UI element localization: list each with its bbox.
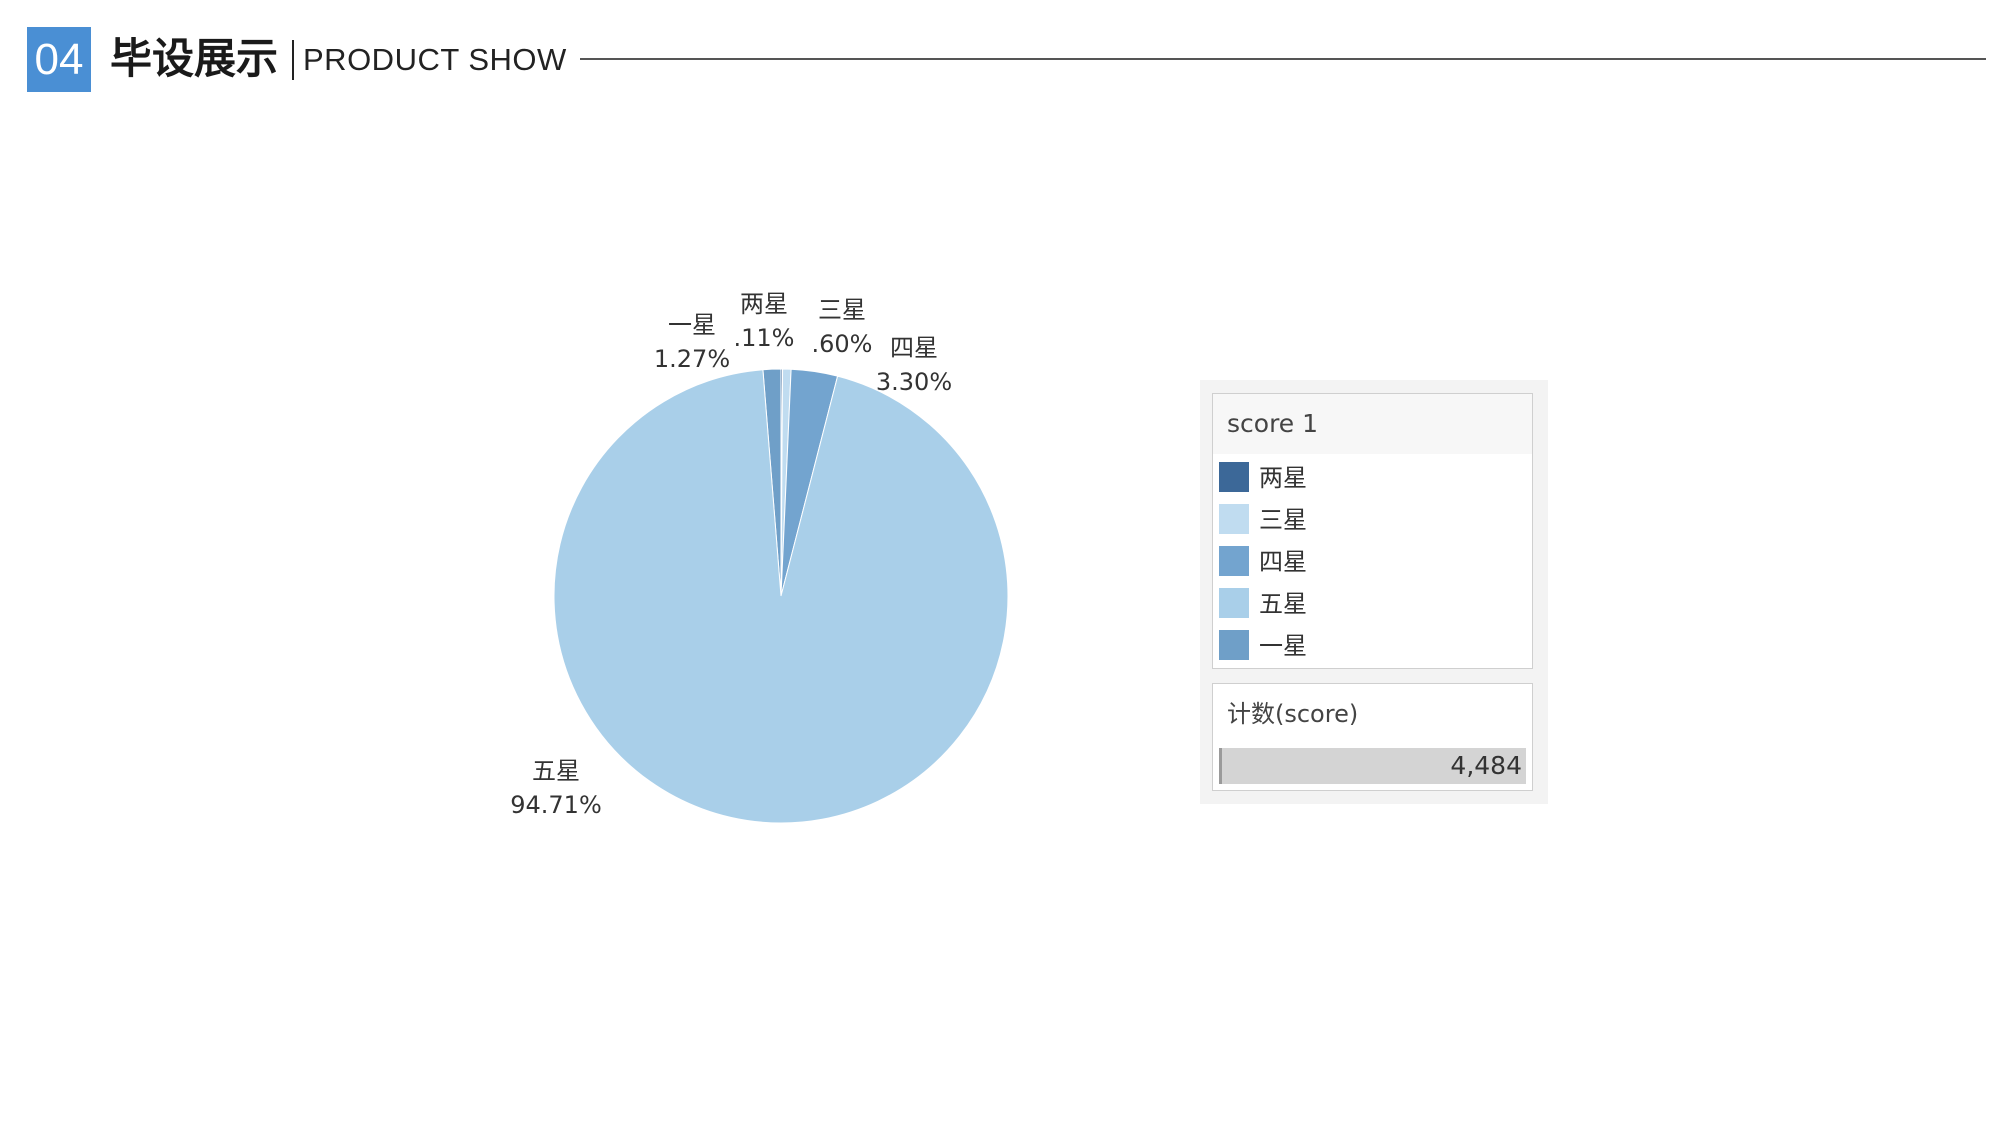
slice-percent-label: 1.27% (654, 345, 730, 373)
slice-name-label: 两星 (740, 290, 788, 318)
legend-title: score 1 (1213, 394, 1532, 454)
slice-name-label: 三星 (818, 296, 866, 324)
count-card: 计数(score) 4,484 (1212, 683, 1533, 791)
slice-name-label: 一星 (668, 311, 716, 339)
slice-name-label: 五星 (532, 757, 580, 785)
slice-percent-label: .11% (734, 324, 795, 352)
legend-swatch (1219, 462, 1249, 492)
slice-percent-label: 3.30% (876, 368, 952, 396)
slice-percent-label: .60% (812, 330, 873, 358)
title-separator (292, 40, 294, 80)
count-value: 4,484 (1450, 751, 1522, 780)
count-bar: 4,484 (1219, 748, 1526, 784)
legend-panel: score 1 两星 三星 四星 五星 一星 计数(score) 4,484 (1200, 380, 1548, 804)
legend-label: 一星 (1259, 632, 1307, 660)
header-divider-line (580, 58, 1986, 60)
slice-name-label: 四星 (890, 334, 938, 362)
pie-slices (553, 368, 1009, 824)
pie-slice[interactable] (553, 369, 1009, 824)
legend-swatch (1219, 504, 1249, 534)
legend-label: 两星 (1259, 464, 1307, 492)
pie-labels: 一星 1.27% 两星 .11% 三星 .60% 四星 3.30% 五星 94.71% (510, 290, 952, 819)
color-legend: score 1 两星 三星 四星 五星 一星 (1212, 393, 1533, 669)
legend-label: 三星 (1259, 506, 1307, 534)
page-subtitle: PRODUCT SHOW (303, 42, 567, 77)
count-title: 计数(score) (1227, 700, 1359, 728)
legend-swatch (1219, 630, 1249, 660)
slice-percent-label: 94.71% (510, 791, 602, 819)
legend-label: 五星 (1259, 590, 1307, 618)
legend-label: 四星 (1259, 548, 1307, 576)
legend-swatch (1219, 546, 1249, 576)
legend-swatch (1219, 588, 1249, 618)
section-number-badge: 04 (27, 27, 91, 92)
page-title: 毕设展示 (110, 34, 279, 83)
